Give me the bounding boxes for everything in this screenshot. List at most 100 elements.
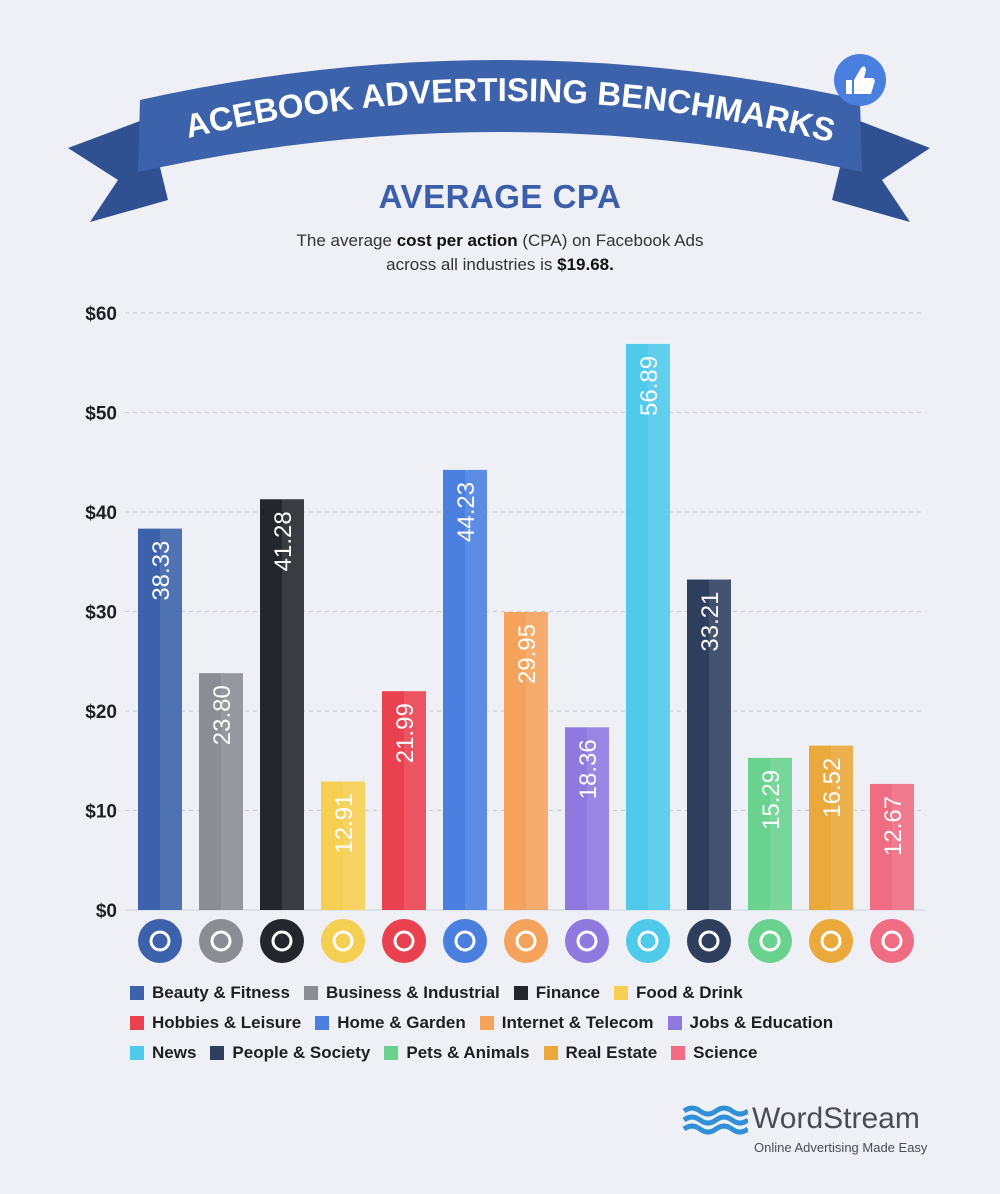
globe-icon [504,919,548,963]
paw-icon-glyph [759,930,781,952]
legend-swatch [479,1016,494,1030]
legend-label: Home & Garden [337,1013,466,1032]
legend-label: Jobs & Education [689,1013,834,1032]
legend-swatch [303,986,318,1000]
tulip-icon-glyph [454,930,476,952]
bar-value-label: 33.21 [697,592,724,652]
legend-swatch [614,986,629,1000]
legend-swatch [513,986,528,1000]
legend-item: Pets & Animals [384,1043,530,1063]
y-tick-label: $20 [85,702,117,723]
bar-value-label: 56.89 [636,356,663,416]
people-icon-glyph [698,930,720,952]
bar-value-label: 18.36 [575,739,602,799]
average-cpa-value: $19.68. [557,255,614,274]
legend-swatch [210,1046,225,1060]
bar-highlight [526,611,548,910]
briefcase-icon [565,919,609,963]
desc-text: The average [296,231,397,250]
bar-highlight [892,783,914,910]
puzzle-icon-glyph [393,930,415,952]
bar-highlight [160,528,182,910]
newspaper-icon-glyph [637,930,659,952]
bar-highlight [404,691,426,910]
legend-row: Hobbies & Leisure Home & Garden Internet &… [130,1012,950,1034]
bar-highlight [343,781,365,910]
lipstick-icon-glyph [149,930,171,952]
bar [748,757,792,910]
legend-label: Internet & Telecom [501,1013,654,1032]
legend-item: Finance [513,983,601,1003]
bar-value-label: 38.33 [148,541,175,601]
desc-bold: cost per action [396,231,518,250]
bar-highlight [709,579,731,910]
briefcase-icon-glyph [576,930,598,952]
bar-highlight [587,727,609,910]
y-tick-label: $60 [85,304,117,325]
puzzle-icon [382,919,426,963]
people-icon [687,919,731,963]
bar [504,611,548,910]
legend-swatch [667,1016,682,1030]
legend-item: Jobs & Education [667,1013,834,1033]
bar-highlight [648,343,670,911]
legend: Beauty & Fitness Business & Industrial Fin… [130,982,950,1072]
bar [809,745,853,910]
desc-text: (CPA) on Facebook Ads [517,231,704,250]
bar-value-label: 41.28 [270,511,297,571]
chart-subtitle: AVERAGE CPA [378,178,622,215]
house-icon [809,919,853,963]
legend-item: Home & Garden [315,1013,466,1033]
legend-label: Beauty & Fitness [152,983,290,1002]
legend-label: News [152,1043,197,1062]
flask-icon-glyph [881,930,903,952]
legend-swatch [130,1016,144,1030]
bar-highlight [221,673,243,910]
bar [382,691,426,910]
y-tick-label: $40 [85,503,117,524]
y-tick-label: $10 [85,802,117,823]
desc-text: across all industries is [386,255,558,274]
legend-swatch [130,986,144,1000]
legend-swatch [130,1046,144,1060]
bar-chart: $0 $10 $20 $30 $40 $50 $60 38.33 23.80 41.28 12.91… [85,304,925,963]
newspaper-icon [626,919,670,963]
bar-value-label: 12.67 [880,796,907,856]
legend-item: Real Estate [543,1043,657,1063]
tulip-icon [443,919,487,963]
legend-swatch [543,1046,558,1060]
legend-item: Internet & Telecom [479,1013,654,1033]
bar [199,673,243,910]
bar [321,781,365,910]
bar-value-label: 44.23 [453,482,480,542]
bar [565,727,609,910]
bar-value-label: 23.80 [209,685,236,745]
bar [687,579,731,910]
wordstream-logo-icon [682,1105,748,1135]
legend-item: Food & Drink [614,983,743,1003]
bar-value-label: 21.99 [392,703,419,763]
legend-label: People & Society [232,1043,371,1062]
legend-row: News People & Society Pets & Animals Real E… [130,1042,950,1064]
fork-knife-icon-glyph [332,930,354,952]
bar [870,783,914,910]
legend-item: Beauty & Fitness [130,983,290,1003]
bar-value-label: 16.52 [819,758,846,818]
banner-ribbon: FACEBOOK ADVERTISING BENCHMARKS [0,0,930,222]
logo-name: WordStream [752,1102,920,1135]
legend-swatch [315,1016,330,1030]
flask-icon [870,919,914,963]
dollar-coin-icon-glyph [271,930,293,952]
house-icon-glyph [820,930,842,952]
thumbs-up-icon [834,54,886,106]
chart-description: The average cost per action (CPA) on Fac… [0,229,1000,277]
legend-item: People & Society [210,1043,370,1063]
legend-label: Food & Drink [636,983,743,1002]
y-tick-label: $30 [85,603,117,624]
bar-highlight [282,499,304,910]
lipstick-icon [138,919,182,963]
legend-label: Pets & Animals [406,1043,530,1062]
globe-icon-glyph [515,930,537,952]
legend-label: Finance [535,983,601,1002]
bar-value-label: 15.29 [758,770,785,830]
